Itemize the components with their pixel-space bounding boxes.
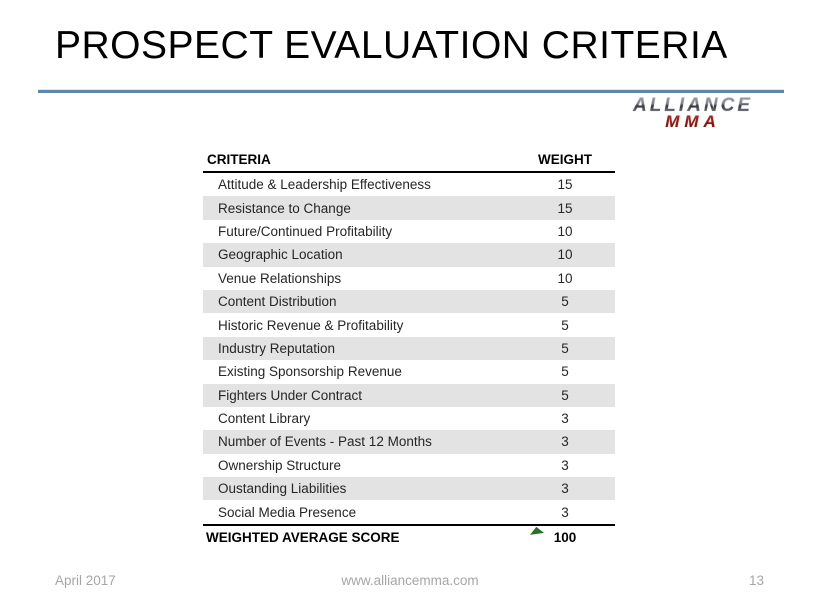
criteria-column-header: CRITERIA (207, 151, 271, 167)
weight-cell: 5 (561, 340, 569, 356)
total-value: 100 (553, 530, 577, 546)
table-row: Geographic Location 10 (203, 243, 615, 267)
weight-cell: 3 (561, 481, 569, 497)
criteria-table: CRITERIA WEIGHT Attitude & Leadership Ef… (203, 149, 615, 550)
weight-cell: 5 (561, 387, 569, 403)
footer-page-number: 13 (748, 573, 764, 588)
table-row: Number of Events - Past 12 Months 3 (203, 430, 615, 454)
weight-cell: 3 (561, 411, 569, 427)
page-title: PROSPECT EVALUATION CRITERIA (55, 24, 728, 67)
table-header-row: CRITERIA WEIGHT (203, 149, 615, 173)
criteria-cell: Existing Sponsorship Revenue (218, 364, 402, 380)
weight-cell: 10 (557, 223, 573, 239)
total-label: WEIGHTED AVERAGE SCORE (206, 530, 400, 546)
criteria-cell: Attitude & Leadership Effectiveness (218, 177, 431, 193)
slide-footer: April 2017 www.alliancemma.com 13 (0, 573, 820, 593)
criteria-cell: Historic Revenue & Profitability (218, 317, 404, 333)
criteria-cell: Number of Events - Past 12 Months (218, 434, 432, 450)
criteria-cell: Content Distribution (218, 294, 337, 310)
logo-mma-text: MMA (617, 113, 769, 130)
criteria-cell: Oustanding Liabilities (218, 481, 347, 497)
criteria-cell: Ownership Structure (218, 457, 342, 473)
weight-cell: 5 (561, 317, 569, 333)
table-row: Historic Revenue & Profitability 5 (203, 313, 615, 336)
table-row: Existing Sponsorship Revenue 5 (203, 360, 615, 383)
table-row: Resistance to Change 15 (203, 196, 615, 220)
weight-cell: 5 (561, 294, 569, 310)
weight-cell: 15 (557, 200, 573, 216)
criteria-cell: Social Media Presence (218, 504, 357, 520)
criteria-cell: Venue Relationships (218, 270, 342, 286)
table-row: Fighters Under Contract 5 (203, 383, 615, 407)
weight-cell: 5 (561, 364, 569, 380)
table-body: Attitude & Leadership Effectiveness 15 Res… (203, 173, 615, 524)
criteria-cell: Content Library (218, 411, 311, 427)
title-divider (38, 89, 784, 93)
table-row: Content Library 3 (203, 407, 615, 430)
criteria-cell: Geographic Location (218, 247, 343, 263)
table-row: Ownership Structure 3 (203, 454, 615, 477)
table-row: Social Media Presence 3 (203, 500, 615, 523)
weight-cell: 3 (561, 504, 569, 520)
criteria-cell: Future/Continued Profitability (218, 223, 393, 239)
weight-cell: 15 (557, 177, 573, 193)
comment-marker-icon (530, 526, 544, 535)
weight-cell: 3 (561, 434, 569, 450)
footer-url: www.alliancemma.com (341, 573, 479, 588)
table-row: Oustanding Liabilities 3 (203, 477, 615, 501)
criteria-cell: Fighters Under Contract (218, 387, 363, 403)
total-row: WEIGHTED AVERAGE SCORE 100 (203, 523, 615, 550)
alliance-mma-logo: ALLIANCE MMA (617, 96, 769, 130)
weight-cell: 3 (561, 457, 569, 473)
footer-date: April 2017 (55, 573, 116, 588)
logo-alliance-text: ALLIANCE (617, 96, 769, 115)
table-row: Venue Relationships 10 (203, 267, 615, 290)
table-row: Industry Reputation 5 (203, 336, 615, 361)
table-row: Content Distribution 5 (203, 289, 615, 314)
weight-cell: 10 (557, 270, 573, 286)
table-row: Attitude & Leadership Effectiveness 15 (203, 173, 615, 196)
table-row: Future/Continued Profitability 10 (203, 220, 615, 243)
criteria-cell: Resistance to Change (218, 200, 351, 216)
criteria-cell: Industry Reputation (218, 340, 336, 356)
weight-cell: 10 (557, 247, 573, 263)
weight-column-header: WEIGHT (538, 151, 592, 167)
